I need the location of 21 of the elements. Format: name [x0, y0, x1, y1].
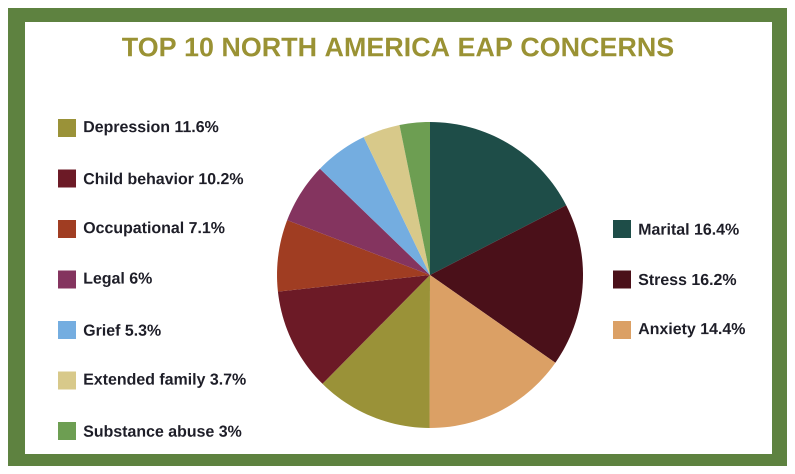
legend-label: Extended family — [84, 373, 206, 388]
legend-label: Stress — [638, 274, 686, 286]
data-label: 16.4% — [695, 224, 739, 235]
legend-label: Marital — [639, 223, 688, 235]
data-label: 11.6% — [175, 120, 218, 132]
chart-title: TOP 10 NORTH AMERICA EAP CONCERNS — [122, 37, 674, 57]
data-label: 10.2% — [199, 173, 244, 184]
data-label: 14.4% — [701, 323, 745, 334]
legend-label: Grief — [84, 324, 120, 336]
data-label: 6% — [130, 272, 152, 284]
legend-label: Child behavior — [84, 172, 194, 184]
data-label: 7.1% — [189, 222, 225, 234]
data-label: 16.2% — [692, 274, 736, 286]
legend-label: Depression — [84, 120, 170, 136]
data-label: 5.3% — [125, 324, 161, 336]
legend-label: Substance abuse — [84, 425, 214, 437]
data-label: 3% — [219, 426, 242, 437]
legend-label: Occupational — [84, 222, 184, 236]
legend-label: Legal — [84, 272, 124, 287]
legend-label: Anxiety — [638, 322, 696, 338]
data-label: 3.7% — [210, 373, 246, 385]
